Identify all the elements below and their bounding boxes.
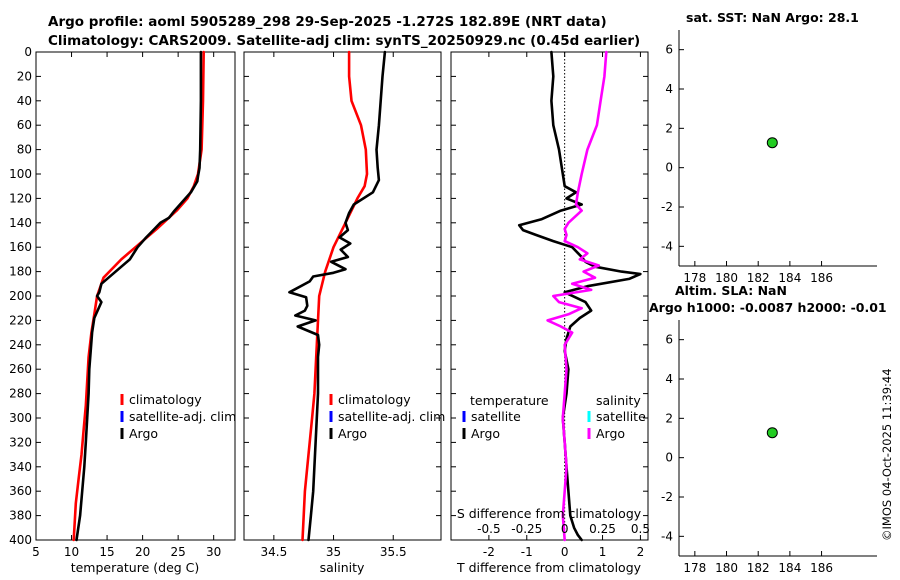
- difference-legend-salinity-satellite-label: satellite: [596, 409, 646, 424]
- temperature-panel-xtick-label: 5: [32, 545, 40, 559]
- difference-legend-temperature-title: temperature: [470, 393, 549, 408]
- salinity-legend-satellite-label: satellite-adj. clim: [338, 409, 445, 424]
- sst-panel-title: sat. SST: NaN Argo: 28.1: [686, 10, 859, 25]
- difference-salinity-tick-label: -0.5: [477, 522, 500, 536]
- sst-panel-ytick-label: 2: [665, 121, 673, 135]
- sst-panel-ytick-label: 0: [665, 161, 673, 175]
- salinity-panel-xtick-label: 35: [326, 545, 341, 559]
- difference-panel-xtick-label: 1: [599, 545, 607, 559]
- salinity-xlabel: salinity: [320, 560, 365, 575]
- sla-panel-xtick-label: 178: [683, 561, 706, 575]
- temperature-panel-ytick-label: 180: [9, 265, 32, 279]
- temperature-panel-xtick-label: 20: [135, 545, 150, 559]
- sla-panel-ytick-label: 6: [665, 333, 673, 347]
- sst-panel-xtick-label: 182: [747, 271, 770, 285]
- difference-panel-xtick-label: -1: [521, 545, 533, 559]
- sst-panel-ytick-label: 6: [665, 43, 673, 57]
- difference-xlabel-temperature: T difference from climatology: [456, 560, 642, 575]
- temperature-panel-xtick-label: 25: [171, 545, 186, 559]
- temperature-panel-ytick-label: 320: [9, 435, 32, 449]
- temperature-panel-ytick-label: 160: [9, 240, 32, 254]
- temperature-panel-ytick-label: 140: [9, 216, 32, 230]
- temperature-panel-xtick-label: 30: [206, 545, 221, 559]
- temperature-panel-ytick-label: 400: [9, 533, 32, 547]
- temperature-panel-ytick-label: 40: [17, 94, 32, 108]
- sla-panel-ytick-label: 2: [665, 411, 673, 425]
- difference-legend-temperature-satellite-label: satellite: [471, 409, 521, 424]
- sst-panel-xtick-label: 186: [810, 271, 833, 285]
- temperature-panel-ytick-label: 120: [9, 191, 32, 205]
- difference-salinity-tick-label: 0: [561, 522, 569, 536]
- figure-title-line1: Argo profile: aoml 5905289_298 29-Sep-20…: [48, 14, 607, 30]
- difference-panel-xtick-label: 2: [637, 545, 645, 559]
- sst-panel-ytick-label: -4: [661, 239, 673, 253]
- salinity-legend-argo-label: Argo: [338, 426, 367, 441]
- difference-salinity-tick-label: -0.25: [511, 522, 542, 536]
- difference-salinity-tick-label: 0.25: [589, 522, 616, 536]
- salinity-legend-climatology-label: climatology: [338, 392, 411, 407]
- temperature-xlabel: temperature (deg C): [71, 560, 200, 575]
- difference-panel-xtick-label: 0: [561, 545, 569, 559]
- temperature-line-argo: [75, 50, 203, 542]
- temperature-panel-ytick-label: 220: [9, 313, 32, 327]
- sla-panel-point: [766, 427, 778, 439]
- difference-panel-xtick-label: -2: [483, 545, 495, 559]
- difference-panel-frame: [450, 51, 649, 541]
- temperature-panel-ytick-label: 60: [17, 118, 32, 132]
- difference-line-salinity: [546, 50, 608, 542]
- sla-panel-title: Altim. SLA: NaN: [675, 283, 787, 298]
- salinity-line-climatology: [301, 50, 369, 542]
- sla-panel-subtitle: Argo h1000: -0.0087 h2000: -0.01: [649, 300, 887, 315]
- temperature-panel-xtick-label: 10: [64, 545, 79, 559]
- sla-panel-xtick-label: 182: [747, 561, 770, 575]
- sst-panel-ytick-label: 4: [665, 82, 673, 96]
- sla-panel-ytick-label: -2: [661, 490, 673, 504]
- temperature-panel-xtick-label: 15: [99, 545, 114, 559]
- temperature-panel-ytick-label: 240: [9, 338, 32, 352]
- temperature-panel-ytick-label: 340: [9, 460, 32, 474]
- sst-panel-ytick-label: -2: [661, 200, 673, 214]
- salinity-line-argo: [288, 50, 387, 542]
- temperature-legend-argo-label: Argo: [129, 426, 158, 441]
- salinity-panel-xtick-label: 35.5: [380, 545, 407, 559]
- difference-line-temperature: [517, 50, 642, 542]
- salinity-panel-xtick-label: 34.5: [260, 545, 287, 559]
- temperature-panel-ytick-label: 20: [17, 69, 32, 83]
- sla-panel-ytick-label: 0: [665, 451, 673, 465]
- temperature-line-climatology: [72, 50, 205, 542]
- sst-panel-xtick-label: 180: [715, 271, 738, 285]
- temperature-panel-ytick-label: 380: [9, 509, 32, 523]
- difference-legend-salinity-argo-label: Argo: [596, 426, 625, 441]
- temperature-panel-ytick-label: 300: [9, 411, 32, 425]
- temperature-legend-climatology-label: climatology: [129, 392, 202, 407]
- difference-salinity-tick-label: 0.5: [631, 522, 650, 536]
- temperature-legend-satellite-label: satellite-adj. clim: [129, 409, 236, 424]
- sst-panel-xtick-label: 184: [778, 271, 801, 285]
- temperature-panel-ytick-label: 280: [9, 387, 32, 401]
- sla-panel-xtick-label: 184: [778, 561, 801, 575]
- sst-panel-point: [766, 137, 778, 149]
- sla-panel-ytick-label: 4: [665, 372, 673, 386]
- temperature-panel-ytick-label: 100: [9, 167, 32, 181]
- temperature-panel-ytick-label: 80: [17, 143, 32, 157]
- sla-panel-ytick-label: -4: [661, 529, 673, 543]
- temperature-panel-frame: [35, 51, 236, 541]
- difference-legend-temperature-argo-label: Argo: [471, 426, 500, 441]
- sla-panel-xtick-label: 180: [715, 561, 738, 575]
- difference-legend-salinity-title: salinity: [596, 393, 641, 408]
- sst-panel-xtick-label: 178: [683, 271, 706, 285]
- temperature-panel-ytick-label: 360: [9, 484, 32, 498]
- temperature-panel-ytick-label: 200: [9, 289, 32, 303]
- difference-xlabel-salinity: S difference from climatology: [457, 506, 642, 521]
- sla-panel-xtick-label: 186: [810, 561, 833, 575]
- figure-title-line2: Climatology: CARS2009. Satellite-adj cli…: [48, 33, 641, 49]
- temperature-panel-ytick-label: 260: [9, 362, 32, 376]
- salinity-panel-frame: [243, 51, 442, 541]
- temperature-panel-ytick-label: 0: [24, 45, 32, 59]
